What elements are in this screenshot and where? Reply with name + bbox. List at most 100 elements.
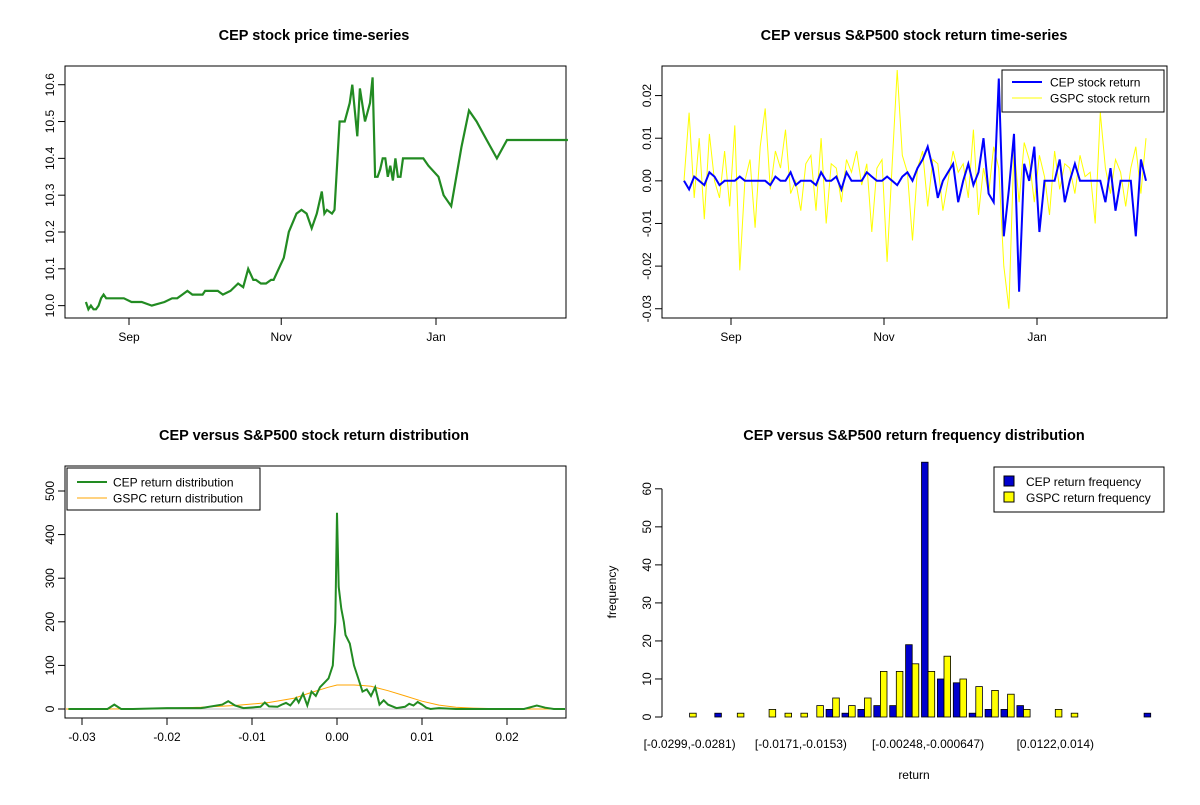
y-tick-label: 10.4	[43, 146, 57, 170]
bar	[991, 690, 999, 718]
bar	[1007, 693, 1015, 718]
y-tick-label: 10.0	[43, 294, 57, 318]
bar	[880, 671, 888, 718]
y-tick-label: 300	[43, 568, 57, 588]
bar	[1016, 705, 1024, 718]
chart-title: CEP versus S&P500 stock return distribut…	[159, 428, 469, 444]
bar	[895, 671, 904, 718]
bar	[768, 709, 777, 718]
series-line	[683, 78, 1147, 292]
chart-frequency: CEP versus S&P500 return frequency distr…	[605, 428, 1165, 782]
bar	[689, 712, 697, 718]
bar	[857, 709, 865, 718]
series-line	[683, 69, 1147, 309]
legend-swatch	[1003, 475, 1015, 487]
chart-title: CEP stock price time-series	[219, 28, 410, 44]
bar	[784, 712, 792, 718]
y-tick-label: 60	[640, 482, 654, 496]
bar	[832, 697, 840, 718]
legend-label: CEP return distribution	[113, 476, 234, 490]
legend-label: GSPC stock return	[1050, 92, 1150, 106]
y-tick-label: 0	[43, 705, 57, 712]
legend: CEP return frequency GSPC return frequen…	[993, 466, 1165, 513]
x-tick-label: 0.00	[325, 730, 349, 744]
x-tick-label: [-0.00248,-0.000647)	[872, 737, 984, 751]
bar	[816, 705, 824, 718]
x-tick-label: 0.01	[410, 730, 434, 744]
x-tick-label: -0.03	[68, 730, 96, 744]
bar	[1000, 709, 1008, 718]
y-tick-label: 40	[640, 558, 654, 572]
bar	[943, 655, 951, 718]
bar	[873, 705, 881, 718]
y-tick-label: -0.02	[640, 252, 654, 280]
y-tick-label: 10.2	[43, 220, 57, 244]
bar	[911, 663, 920, 718]
y-tick-label: -0.01	[640, 209, 654, 237]
x-tick-label: 0.02	[495, 730, 519, 744]
y-tick-label: 30	[640, 596, 654, 610]
bar	[800, 712, 808, 718]
bar	[848, 705, 856, 718]
x-tick-label: [-0.0171,-0.0153)	[755, 737, 847, 751]
bar	[864, 697, 872, 718]
bar	[952, 682, 961, 718]
x-tick-label: -0.02	[153, 730, 181, 744]
y-tick-label: 10.1	[43, 257, 57, 281]
legend-swatch	[1003, 491, 1015, 503]
x-tick-label: Sep	[720, 330, 742, 344]
bar	[968, 712, 977, 718]
bar	[975, 686, 983, 718]
y-axis-title: frequency	[605, 566, 619, 619]
x-axis-title: return	[898, 768, 929, 782]
y-tick-label: -0.03	[640, 295, 654, 323]
chart-return-density: CEP versus S&P500 stock return distribut…	[43, 428, 567, 744]
legend: CEP return distribution GSPC return dist…	[66, 467, 261, 511]
y-tick-label: 0.00	[640, 169, 654, 193]
y-tick-label: 0.01	[640, 126, 654, 150]
legend-label: GSPC return frequency	[1026, 491, 1151, 505]
y-tick-label: 20	[640, 634, 654, 648]
bar	[937, 678, 945, 718]
x-tick-label: [-0.0299,-0.0281)	[644, 737, 736, 751]
bar	[889, 705, 897, 718]
x-tick-label: -0.01	[238, 730, 266, 744]
chart-title: CEP versus S&P500 return frequency distr…	[743, 428, 1084, 444]
bar	[959, 678, 967, 718]
x-tick-label: [0.0122,0.014)	[1017, 737, 1094, 751]
x-tick-label: Jan	[426, 330, 445, 344]
y-tick-label: 400	[43, 524, 57, 544]
series-line	[68, 512, 565, 711]
y-tick-label: 500	[43, 481, 57, 501]
bar	[1023, 709, 1031, 718]
x-tick-label: Jan	[1027, 330, 1046, 344]
bar	[1143, 712, 1152, 718]
legend: CEP stock return GSPC stock return	[1001, 69, 1165, 113]
legend-label: CEP return frequency	[1026, 475, 1141, 489]
x-tick-label: Nov	[873, 330, 894, 344]
legend-label: GSPC return distribution	[113, 492, 243, 506]
bar	[927, 671, 936, 718]
bar	[984, 709, 993, 718]
y-tick-label: 0.02	[640, 84, 654, 108]
chart-price: CEP stock price time-series 10.0 10.1 10.2…	[43, 28, 568, 344]
y-tick-label: 200	[43, 611, 57, 631]
y-tick-label: 10	[640, 672, 654, 686]
y-tick-label: 10.6	[43, 73, 57, 97]
x-tick-label: Sep	[118, 330, 140, 344]
y-tick-label: 10.3	[43, 183, 57, 207]
y-tick-label: 10.5	[43, 110, 57, 134]
chart-return-timeseries: CEP versus S&P500 stock return time-seri…	[640, 28, 1168, 344]
bar	[714, 712, 722, 718]
x-tick-label: Nov	[271, 330, 292, 344]
bar	[736, 712, 745, 718]
y-tick-label: 100	[43, 655, 57, 675]
y-tick-label: 50	[640, 520, 654, 534]
bar	[1070, 712, 1079, 718]
y-tick-label: 0	[640, 713, 654, 720]
legend-label: CEP stock return	[1050, 76, 1140, 90]
chart-title: CEP versus S&P500 stock return time-seri…	[761, 28, 1068, 44]
bar	[921, 461, 929, 718]
